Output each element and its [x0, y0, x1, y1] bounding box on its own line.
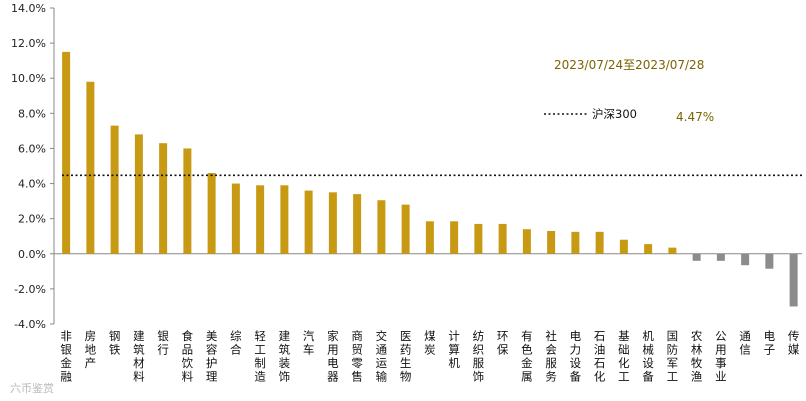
bar-传媒 [789, 253, 798, 307]
bar-银行 [159, 143, 168, 254]
bar-电子 [765, 253, 774, 269]
x-label-建筑材料: 建筑材料 [133, 329, 145, 384]
watermark-text: 六币鉴赏 [10, 382, 54, 395]
legend-label-hs300: 沪深300 [592, 107, 637, 121]
y-tick-label: 8.0% [18, 107, 46, 120]
x-label-国防军工: 国防军工 [667, 329, 679, 384]
bar-建筑材料 [134, 134, 143, 254]
bar-钢铁 [110, 125, 119, 254]
x-label-有色金属: 有色金属 [521, 329, 533, 384]
bar-通信 [741, 253, 750, 266]
bar-综合 [231, 183, 240, 254]
y-axis: -4.0% -2.0% 0.0% 2.0% 4.0% 6.0% 8.0% 10.0% 12.0%… [11, 2, 802, 331]
y-tick-label: 0.0% [18, 248, 46, 261]
bar-家用电器 [328, 192, 337, 254]
y-tick-label: 2.0% [18, 213, 46, 226]
x-label-钢铁: 钢铁 [109, 329, 121, 357]
x-label-社会服务: 社会服务 [545, 329, 557, 384]
bar-轻工制造 [256, 185, 265, 254]
y-tick-label: -4.0% [14, 318, 46, 331]
x-label-计算机: 计算机 [448, 329, 460, 370]
x-label-非银金融: 非银金融 [60, 329, 72, 384]
x-label-综合: 综合 [230, 329, 242, 357]
x-label-煤炭: 煤炭 [424, 329, 436, 357]
x-label-轻工制造: 轻工制造 [254, 329, 266, 384]
x-label-公用事业: 公用事业 [715, 329, 727, 384]
y-tick-label: 6.0% [18, 142, 46, 155]
x-label-纺织服饰: 纺织服饰 [473, 329, 485, 384]
bar-医药生物 [401, 204, 410, 254]
y-tick-label: 4.0% [18, 178, 46, 191]
x-label-汽车: 汽车 [303, 329, 315, 357]
date-range-label: 2023/07/24至2023/07/28 [554, 58, 704, 72]
bar-社会服务 [547, 230, 556, 254]
bar-非银金融 [62, 51, 71, 254]
legend-value-hs300: 4.47% [676, 110, 714, 124]
bar-计算机 [450, 221, 459, 254]
bar-农林牧渔 [692, 253, 701, 261]
x-label-家用电器: 家用电器 [327, 329, 339, 384]
bar-环保 [498, 223, 507, 254]
x-label-农林牧渔: 农林牧渔 [691, 329, 703, 384]
x-label-建筑装饰: 建筑装饰 [279, 329, 291, 384]
bar-煤炭 [425, 221, 434, 254]
bar-汽车 [304, 190, 313, 254]
x-label-食品饮料: 食品饮料 [182, 329, 194, 384]
bar-公用事业 [716, 253, 725, 261]
bar-交通运输 [377, 200, 386, 254]
bar-有色金属 [522, 229, 531, 254]
x-label-基础化工: 基础化工 [618, 329, 630, 384]
y-tick-label: 12.0% [11, 37, 46, 50]
bar-美容护理 [207, 173, 216, 254]
x-label-商贸零售: 商贸零售 [351, 329, 363, 384]
y-tick-label: 14.0% [11, 2, 46, 15]
bar-电力设备 [571, 231, 580, 254]
x-label-银行: 银行 [157, 329, 169, 357]
x-label-交通运输: 交通运输 [376, 329, 388, 384]
bar-基础化工 [619, 239, 628, 254]
x-label-机械设备: 机械设备 [642, 329, 654, 384]
x-label-房地产: 房地产 [85, 329, 97, 370]
x-label-电力设备: 电力设备 [570, 329, 582, 384]
x-label-通信: 通信 [739, 329, 751, 357]
x-label-美容护理: 美容护理 [206, 329, 218, 384]
y-tick-label: -2.0% [14, 283, 46, 296]
x-label-电子: 电子 [764, 329, 776, 357]
x-label-医药生物: 医药生物 [400, 329, 412, 384]
bar-食品饮料 [183, 148, 192, 254]
x-label-石油石化: 石油石化 [594, 329, 606, 384]
bar-房地产 [86, 81, 95, 254]
y-tick-label: 10.0% [11, 72, 46, 85]
bar-纺织服饰 [474, 223, 483, 254]
bar-建筑装饰 [280, 185, 289, 254]
x-label-环保: 环保 [497, 329, 509, 357]
bar-石油石化 [595, 231, 604, 254]
bar-商贸零售 [353, 194, 362, 254]
bars [62, 51, 798, 307]
x-label-传媒: 传媒 [788, 329, 800, 357]
bar-国防军工 [668, 247, 677, 254]
bar-机械设备 [644, 244, 653, 254]
